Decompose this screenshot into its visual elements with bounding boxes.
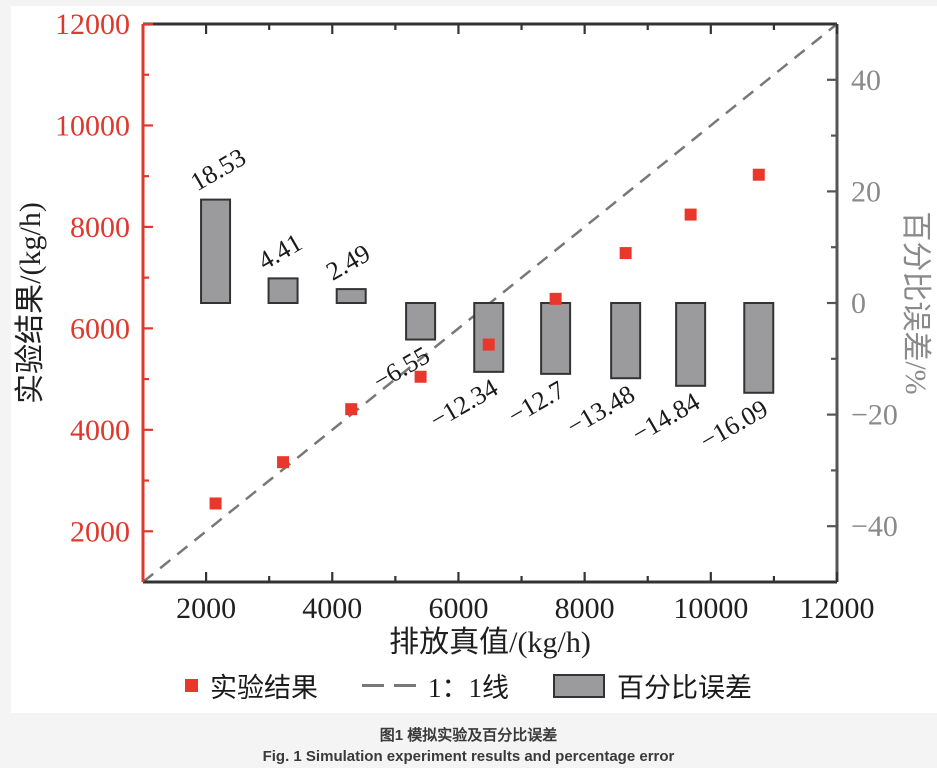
chart-legend: 实验结果 1：1线 百分比误差 bbox=[0, 666, 937, 705]
y-left-tick-label: 8000 bbox=[70, 211, 130, 244]
error-bar-label: 2.49 bbox=[321, 238, 375, 286]
y-left-tick-label: 2000 bbox=[70, 515, 130, 548]
scatter-point bbox=[684, 208, 697, 221]
scatter-point bbox=[752, 168, 765, 181]
chart-plot: 18.534.41 2.49 −6.55−12.34 −12.7−13.48−14.8… bbox=[14, 8, 932, 659]
error-bar bbox=[335, 288, 367, 305]
x-tick-label: 2000 bbox=[176, 592, 236, 625]
y-left-tick-label: 4000 bbox=[70, 414, 130, 447]
error-bar-label: 18.53 bbox=[186, 142, 251, 196]
y-right-tick-label: 40 bbox=[851, 64, 881, 97]
x-tick-label: 4000 bbox=[302, 592, 362, 625]
caption-chinese: 图1 模拟实验及百分比误差 bbox=[379, 727, 558, 744]
scatter-point bbox=[414, 370, 427, 383]
y-right-axis-title: 百分比误差/% bbox=[899, 211, 932, 394]
legend-label-percent-error: 百分比误差 bbox=[617, 673, 752, 703]
y-right-tick-label: 0 bbox=[851, 287, 866, 320]
error-bar bbox=[473, 302, 505, 373]
error-bar bbox=[200, 198, 232, 304]
y-left-axis-title: 实验结果/(kg/h) bbox=[14, 202, 47, 404]
y-left-tick-label: 12000 bbox=[55, 8, 130, 41]
x-tick-label: 10000 bbox=[673, 592, 748, 625]
legend-label-experiment: 实验结果 bbox=[210, 673, 318, 703]
error-bar-label: −14.84 bbox=[627, 387, 705, 449]
x-axis-title: 排放真值/(kg/h) bbox=[389, 626, 591, 659]
scatter-point bbox=[619, 247, 632, 260]
scatter-marker-icon bbox=[185, 679, 198, 692]
y-left-tick-label: 10000 bbox=[55, 109, 130, 142]
y-right-ticks: 40 20 0 −20 −40 bbox=[827, 64, 898, 543]
x-tick-label: 12000 bbox=[800, 592, 875, 625]
error-bar bbox=[610, 302, 642, 380]
error-bar bbox=[405, 302, 437, 341]
legend-item-experiment: 实验结果 bbox=[185, 666, 318, 705]
scatter-point bbox=[549, 292, 562, 305]
scatter-points bbox=[209, 168, 765, 510]
scatter-point bbox=[209, 497, 222, 510]
caption-english: Fig. 1 Simulation experiment results and… bbox=[262, 748, 675, 765]
y-right-tick-label: 20 bbox=[851, 175, 881, 208]
error-bar-label: −12.7 bbox=[503, 375, 570, 430]
x-tick-label: 6000 bbox=[428, 592, 488, 625]
error-bar bbox=[675, 302, 707, 387]
scatter-point bbox=[482, 338, 495, 351]
legend-item-percent-error: 百分比误差 bbox=[553, 666, 752, 705]
error-bar bbox=[267, 277, 299, 305]
error-bars bbox=[200, 198, 775, 394]
x-ticks: 2000 4000 6000 8000 10000 12000 bbox=[176, 24, 875, 625]
y-left-ticks: 2000 4000 6000 8000 10000 12000 bbox=[55, 8, 153, 548]
error-bar-label: −16.09 bbox=[695, 394, 773, 456]
error-bar-label: −6.55 bbox=[368, 341, 435, 396]
error-bar-label: −12.34 bbox=[425, 373, 503, 435]
error-bar bbox=[743, 302, 775, 394]
legend-label-line: 1：1线 bbox=[428, 673, 509, 703]
scatter-point bbox=[277, 456, 290, 469]
y-left-tick-label: 6000 bbox=[70, 312, 130, 345]
dashed-line-icon bbox=[362, 684, 416, 687]
y-right-tick-label: −20 bbox=[851, 399, 898, 432]
figure-caption: 图1 模拟实验及百分比误差 Fig. 1 Simulation experime… bbox=[0, 724, 937, 765]
error-bar-label: 4.41 bbox=[253, 228, 307, 276]
error-bar-icon bbox=[553, 673, 605, 698]
y-right-tick-label: −40 bbox=[851, 510, 898, 543]
error-bar bbox=[540, 302, 572, 375]
scatter-point bbox=[345, 403, 358, 416]
error-bar-label: −13.48 bbox=[562, 379, 640, 441]
legend-item-line: 1：1线 bbox=[362, 666, 509, 705]
x-tick-label: 8000 bbox=[555, 592, 615, 625]
